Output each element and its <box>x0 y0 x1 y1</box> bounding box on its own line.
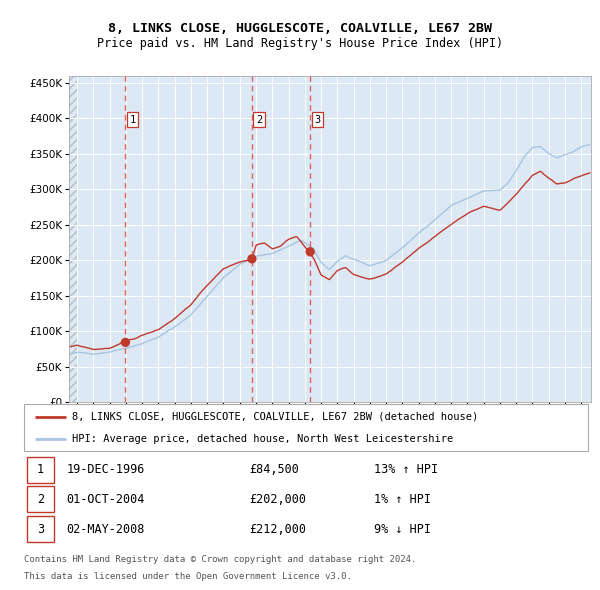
Text: HPI: Average price, detached house, North West Leicestershire: HPI: Average price, detached house, Nort… <box>72 434 453 444</box>
Text: 2: 2 <box>256 114 262 124</box>
Text: 3: 3 <box>314 114 320 124</box>
FancyBboxPatch shape <box>27 516 54 542</box>
Text: 8, LINKS CLOSE, HUGGLESCOTE, COALVILLE, LE67 2BW: 8, LINKS CLOSE, HUGGLESCOTE, COALVILLE, … <box>108 22 492 35</box>
Text: Price paid vs. HM Land Registry's House Price Index (HPI): Price paid vs. HM Land Registry's House … <box>97 37 503 50</box>
Text: 8, LINKS CLOSE, HUGGLESCOTE, COALVILLE, LE67 2BW (detached house): 8, LINKS CLOSE, HUGGLESCOTE, COALVILLE, … <box>72 412 478 422</box>
Text: £84,500: £84,500 <box>250 463 299 476</box>
Bar <box>69 76 77 402</box>
Text: 2: 2 <box>37 493 44 506</box>
Text: 3: 3 <box>37 523 44 536</box>
Text: £202,000: £202,000 <box>250 493 307 506</box>
Point <box>247 254 257 264</box>
FancyBboxPatch shape <box>27 457 54 483</box>
Text: Contains HM Land Registry data © Crown copyright and database right 2024.: Contains HM Land Registry data © Crown c… <box>24 555 416 563</box>
Point <box>305 247 315 257</box>
FancyBboxPatch shape <box>24 404 588 451</box>
FancyBboxPatch shape <box>27 487 54 512</box>
Text: 1% ↑ HPI: 1% ↑ HPI <box>374 493 431 506</box>
Point <box>121 337 130 347</box>
Text: £212,000: £212,000 <box>250 523 307 536</box>
Text: 13% ↑ HPI: 13% ↑ HPI <box>374 463 438 476</box>
Text: 01-OCT-2004: 01-OCT-2004 <box>66 493 145 506</box>
Text: 19-DEC-1996: 19-DEC-1996 <box>66 463 145 476</box>
Bar <box>69 76 77 402</box>
Text: This data is licensed under the Open Government Licence v3.0.: This data is licensed under the Open Gov… <box>24 572 352 581</box>
Text: 02-MAY-2008: 02-MAY-2008 <box>66 523 145 536</box>
Text: 9% ↓ HPI: 9% ↓ HPI <box>374 523 431 536</box>
Text: 1: 1 <box>37 463 44 476</box>
Text: 1: 1 <box>130 114 136 124</box>
